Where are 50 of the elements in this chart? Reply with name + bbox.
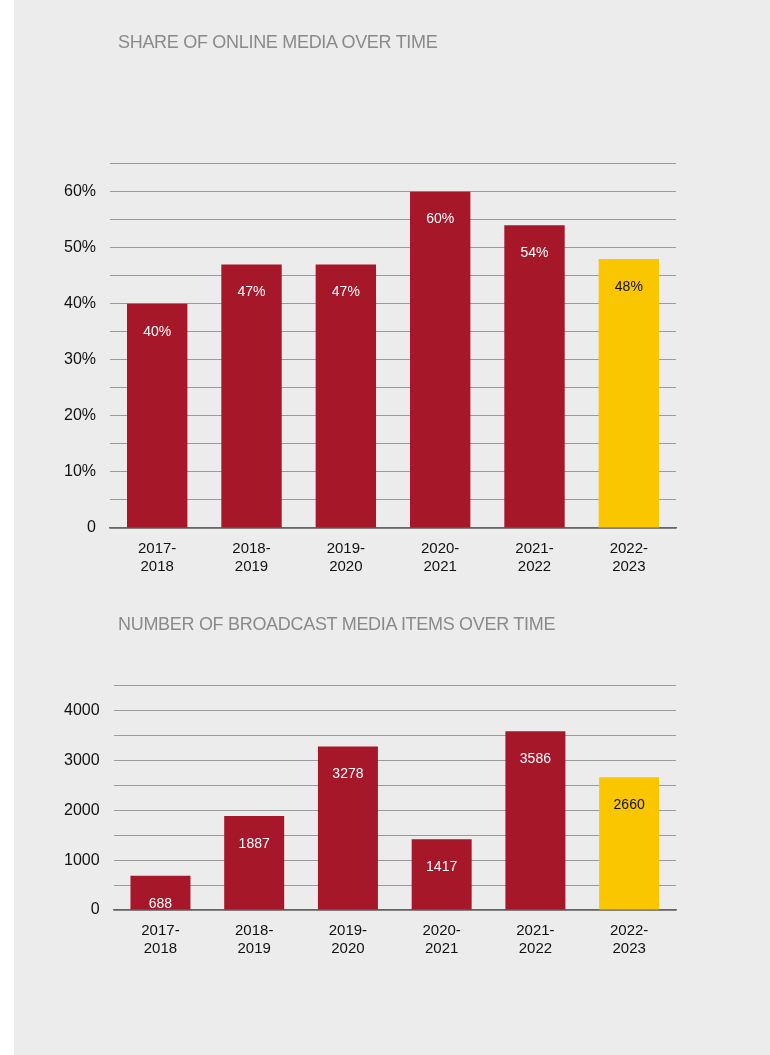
bar — [504, 225, 565, 528]
x-tick-label: 2021-2022 — [515, 539, 554, 575]
bar — [411, 839, 472, 910]
y-tick-label: 1000 — [64, 850, 100, 868]
x-tick-label: 2018-2019 — [235, 921, 274, 957]
data-label: 47% — [331, 283, 360, 300]
y-tick-label: 4000 — [64, 700, 100, 718]
x-tick-label: 2022-2023 — [609, 539, 649, 575]
data-label: 3586 — [519, 750, 552, 767]
bar — [317, 746, 378, 910]
y-tick-label: 20% — [63, 406, 97, 424]
data-label: 48% — [614, 277, 643, 294]
data-label: 47% — [237, 283, 266, 300]
data-label: 60% — [426, 210, 455, 227]
y-tick-label: 0 — [87, 518, 97, 536]
bar — [505, 731, 566, 910]
data-label: 3278 — [332, 765, 364, 782]
y-tick-label: 0 — [90, 900, 100, 918]
bar — [221, 264, 282, 528]
data-label: 54% — [520, 244, 549, 261]
data-label: 688 — [148, 894, 173, 911]
chart-title: SHARE OF ONLINE MEDIA OVER TIME — [118, 32, 438, 53]
bar — [599, 777, 660, 910]
x-tick-label: 2017-2018 — [138, 539, 177, 575]
bar — [130, 875, 191, 910]
bar — [409, 191, 471, 528]
x-tick-label: 2021-2022 — [516, 921, 555, 957]
chart-title: NUMBER OF BROADCAST MEDIA ITEMS OVER TIME — [118, 614, 556, 635]
x-tick-label: 2019-2020 — [326, 539, 366, 575]
x-tick-label: 2020-2021 — [422, 921, 461, 957]
bar — [224, 815, 285, 910]
y-tick-label: 30% — [63, 350, 97, 368]
data-label: 40% — [143, 322, 172, 339]
bar — [315, 264, 377, 528]
x-tick-label: 2020-2021 — [420, 539, 460, 575]
x-tick-label: 2022-2023 — [609, 921, 649, 957]
y-tick-label: 40% — [63, 294, 97, 312]
x-tick-label: 2017-2018 — [141, 921, 180, 957]
y-tick-label: 3000 — [64, 750, 100, 768]
y-tick-label: 2000 — [64, 800, 100, 818]
data-label: 1887 — [238, 834, 270, 851]
bar — [127, 303, 188, 528]
data-label: 1417 — [426, 858, 458, 875]
y-tick-label: 50% — [63, 238, 97, 256]
x-tick-label: 2019-2020 — [328, 921, 368, 957]
y-tick-label: 60% — [63, 182, 97, 200]
bar — [598, 258, 660, 528]
data-label: 2660 — [613, 796, 645, 813]
x-tick-label: 2018-2019 — [232, 539, 271, 575]
y-tick-label: 10% — [63, 462, 97, 480]
